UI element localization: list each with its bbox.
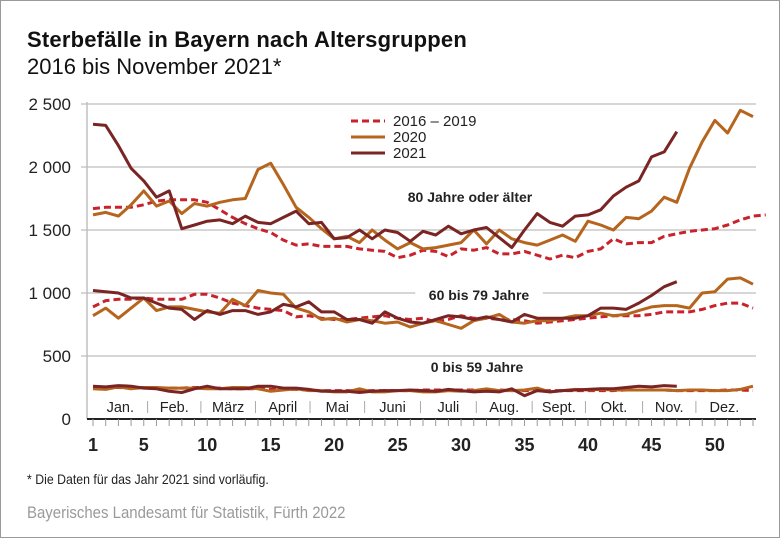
footnote: * Die Daten für das Jahr 2021 sind vorlä… [27,471,269,487]
x-tick-label: 40 [578,435,598,455]
group-label-bg [390,188,550,206]
x-tick-label: 30 [451,435,471,455]
month-label: Juli [438,400,460,416]
group-label: 60 bis 79 Jahre [429,287,530,303]
series-lines [92,108,766,398]
month-labels: Jan. Feb. März April Mai Juni Juli Aug. Sept. Okt… [107,400,740,416]
month-label: April [268,400,297,416]
month-label: Nov. [655,400,684,416]
x-tick-label: 20 [324,435,344,455]
legend-label: 2016 – 2019 [393,113,476,130]
x-tick-label: 25 [388,435,408,455]
group-labels: 80 Jahre oder älter 60 bis 79 Jahre 0 bis … [390,188,550,376]
legend-label: 2020 [393,129,426,146]
y-tick-label: 1 500 [28,221,71,240]
series-line-60-2021 [92,280,678,325]
y-tick-label: 2 000 [28,158,71,177]
series-line-80-2020 [92,108,754,251]
series-line-80-2021 [92,122,679,250]
month-label: Dez. [710,400,740,416]
y-axis: 0 500 1 000 1 500 2 000 2 500 [28,95,71,429]
chart-title: Sterbefälle in Bayern nach Altersgruppen [27,27,467,52]
y-tick-label: 500 [43,347,71,366]
month-label: Jan. [107,400,134,416]
x-tick-label: 1 [88,435,98,455]
y-tick-label: 2 500 [28,95,71,114]
x-tick-label: 10 [197,435,217,455]
x-axis: 1 5 10 15 20 25 30 35 40 45 50 [87,418,756,455]
x-tick-label: 50 [705,435,725,455]
month-label: Feb. [160,400,189,416]
series-line-80-20162019 [92,198,766,261]
y-tick-label: 0 [62,410,71,429]
group-label-bg [415,286,543,304]
month-label: März [212,400,244,416]
series-line-0-2021 [92,384,677,398]
source-credit: Bayerisches Landesamt für Statistik, Für… [27,503,346,522]
group-label-bg [417,358,537,376]
x-tick-label: 5 [139,435,149,455]
month-label: Mai [326,400,349,416]
month-label: Sept. [542,400,576,416]
legend-label: 2021 [393,145,426,162]
x-tick-label: 45 [641,435,661,455]
group-label: 80 Jahre oder älter [408,189,533,205]
month-label: Aug. [489,400,519,416]
month-label: Okt. [601,400,628,416]
chart-subtitle: 2016 bis November 2021* [27,54,282,79]
x-tick-label: 35 [515,435,535,455]
group-label: 0 bis 59 Jahre [431,359,524,375]
x-tick-label: 15 [261,435,281,455]
series-line-60-20162019 [92,292,754,325]
y-tick-label: 1 000 [28,284,71,303]
month-label: Juni [379,400,406,416]
